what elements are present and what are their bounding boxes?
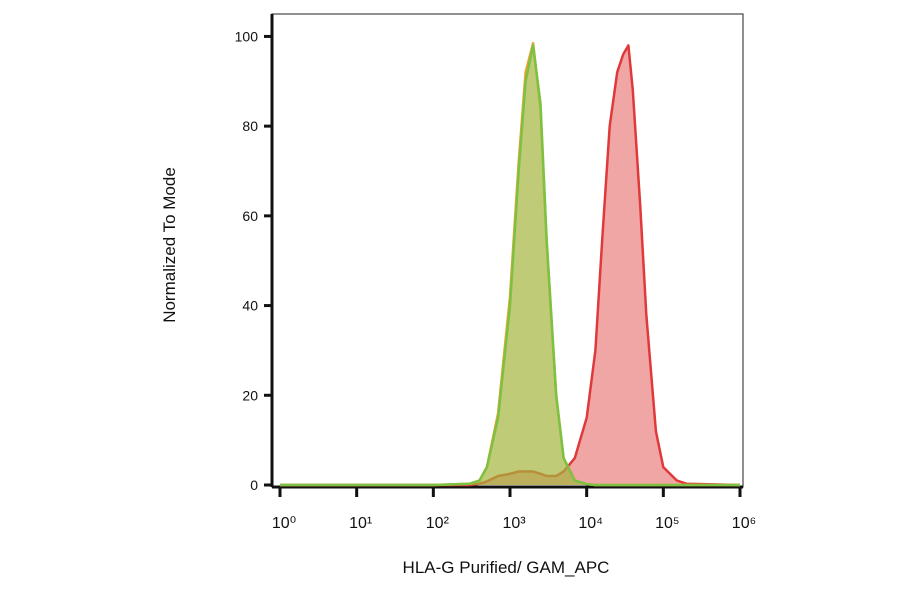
y-tick-label: 20: [242, 387, 258, 403]
series: [280, 44, 741, 487]
y-tick-label: 0: [250, 477, 258, 493]
series-area: [280, 45, 740, 486]
x-axis-label: HLA-G Purified/ GAM_APC: [403, 558, 610, 577]
x-tick-label: 10⁰: [272, 515, 296, 532]
y-tick-label: 40: [242, 298, 258, 314]
x-tick-label: 10²: [426, 515, 450, 532]
x-tick-label: 10¹: [349, 515, 372, 532]
x-tick-label: 10⁴: [578, 515, 603, 532]
x-tick-label: 10³: [502, 515, 526, 532]
x-tick-label: 10⁵: [655, 515, 679, 532]
y-axis-label: Normalized To Mode: [160, 167, 179, 323]
series: [280, 44, 740, 487]
series-line: [280, 44, 740, 487]
x-tick-label: 10⁶: [732, 515, 756, 532]
y-tick-label: 100: [235, 28, 259, 44]
series-area: [280, 45, 740, 486]
y-tick-label: 60: [242, 208, 258, 224]
y-tick-label: 80: [242, 118, 258, 134]
series-line: [280, 44, 741, 487]
series-area: [280, 43, 740, 485]
